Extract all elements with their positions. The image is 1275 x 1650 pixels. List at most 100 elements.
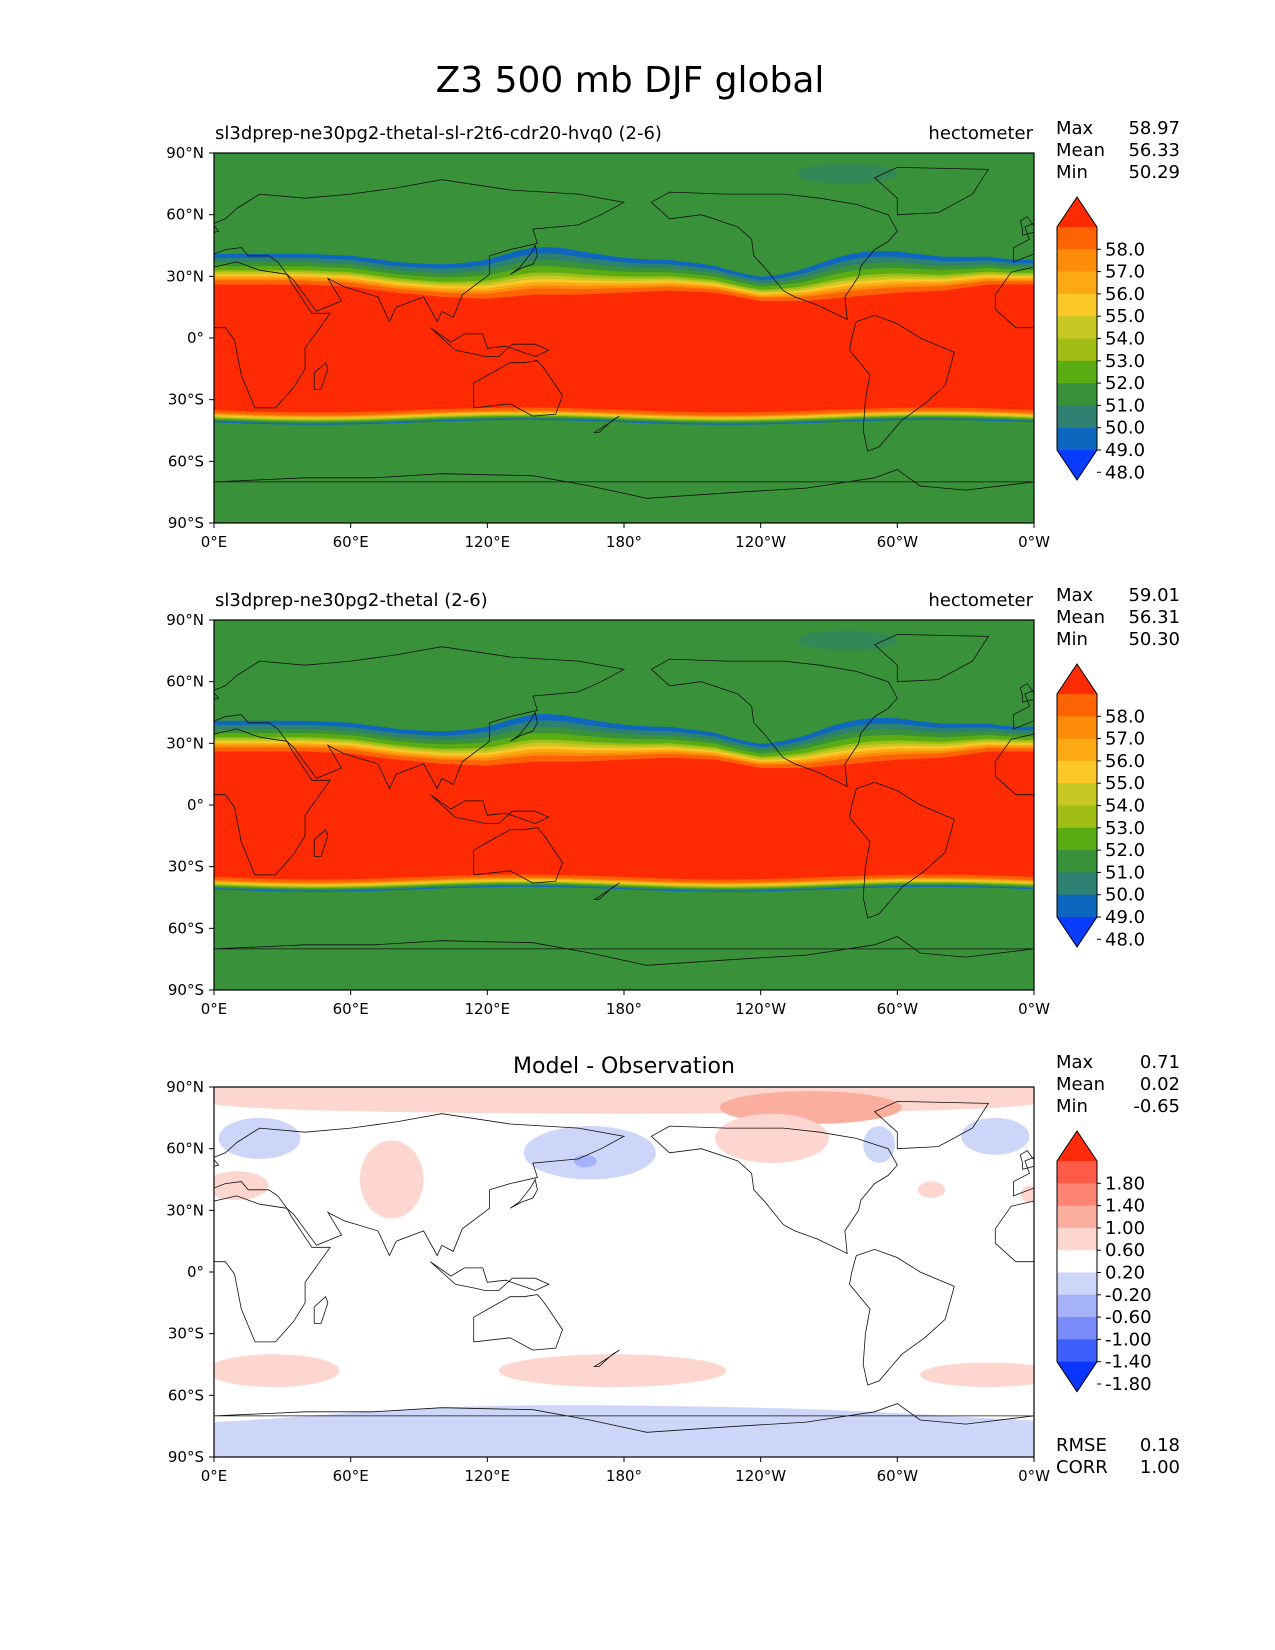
colorbar-label: 1.00 xyxy=(1105,1218,1145,1239)
x-tick-label: 0°W xyxy=(1018,533,1050,551)
coastline xyxy=(509,244,538,275)
colorbar-extend-max xyxy=(1057,664,1097,694)
y-tick-label: 90°S xyxy=(168,981,204,999)
colorbar-label: 57.0 xyxy=(1105,729,1145,750)
colorbar-label: 55.0 xyxy=(1105,773,1145,794)
colorbar-extend-max xyxy=(1057,1131,1097,1161)
coastline xyxy=(214,261,331,409)
coastlines xyxy=(214,1100,1034,1433)
colorbar-segment xyxy=(1057,1339,1097,1363)
anomaly-blob xyxy=(863,1126,896,1164)
coastline xyxy=(593,415,620,433)
panel-1-mean-value: 56.33 xyxy=(1128,140,1180,161)
panel-1-min-value: 50.29 xyxy=(1128,162,1180,183)
x-tick-label: 180° xyxy=(606,533,642,551)
colorbar-label: 54.0 xyxy=(1105,329,1145,350)
colorbar-segment xyxy=(1057,383,1097,406)
x-tick-label: 120°W xyxy=(735,533,786,551)
colorbar-label: 55.0 xyxy=(1105,306,1145,327)
anomaly-blob xyxy=(214,1093,1034,1114)
colorbar-extend-min xyxy=(1057,450,1097,480)
anomaly-blob xyxy=(498,1354,727,1388)
panel-1-map: 0°E 60°E 120°E 180° 120°W 60°W 0°W 90°N 60°N 30°N… xyxy=(166,144,1050,551)
coastline xyxy=(849,1248,955,1386)
coastline xyxy=(214,469,1034,499)
coastline xyxy=(849,314,955,452)
colorbar-segment xyxy=(1057,271,1097,295)
colorbar-segment xyxy=(1057,894,1097,918)
panel-2-units: hectometer xyxy=(928,590,1033,611)
panel-3-corr-label: CORR xyxy=(1056,1457,1108,1478)
coastline xyxy=(430,794,550,824)
colorbar-segment xyxy=(1057,360,1097,384)
x-tick-label: 60°W xyxy=(877,1000,919,1018)
field-polar-low xyxy=(797,630,898,651)
panel-3-map: 0°E 60°E 120°E 180° 120°W 60°W 0°W 90°N 60°N 30°N… xyxy=(166,1078,1050,1485)
colorbar-segment xyxy=(1057,1294,1097,1318)
x-tick-label: 120°E xyxy=(465,533,511,551)
colorbar-label: 53.0 xyxy=(1105,818,1145,839)
y-tick-label: 90°N xyxy=(166,144,204,162)
coastline xyxy=(214,179,626,323)
y-tick-label: 30°N xyxy=(166,734,204,752)
coastline xyxy=(509,711,538,742)
panel-1-min-label: Min xyxy=(1056,162,1088,183)
colorbar-segment xyxy=(1057,1317,1097,1340)
y-tick-label: 30°S xyxy=(168,391,204,409)
panel-2: sl3dprep-ne30pg2-thetal (2-6) hectometer… xyxy=(166,585,1180,1018)
x-tick-label: 0°W xyxy=(1018,1000,1050,1018)
colorbar-segment xyxy=(1057,1227,1097,1251)
coastline xyxy=(313,1296,329,1324)
coastline xyxy=(214,692,220,700)
colorbar-label: 51.0 xyxy=(1105,862,1145,883)
x-tick-label: 0°W xyxy=(1018,1467,1050,1485)
y-tick-label: 30°N xyxy=(166,267,204,285)
x-tick-label: 60°E xyxy=(333,533,369,551)
colorbar-label: 51.0 xyxy=(1105,395,1145,416)
panel-1-max-label: Max xyxy=(1056,118,1094,139)
coastline xyxy=(650,191,898,321)
coastline xyxy=(214,1113,626,1257)
colorbar-label: 1.80 xyxy=(1105,1173,1145,1194)
colorbar-segment xyxy=(1057,716,1097,740)
x-tick-label: 60°E xyxy=(333,1000,369,1018)
coastline xyxy=(214,728,331,876)
panel-3-title: Model - Observation xyxy=(513,1054,735,1079)
coastlines xyxy=(214,166,1034,499)
colorbar-label: 0.20 xyxy=(1105,1263,1145,1284)
y-tick-label: 0° xyxy=(187,796,204,814)
y-tick-label: 0° xyxy=(187,329,204,347)
panel-2-colorbar: 58.057.056.055.054.053.052.051.050.049.0… xyxy=(1056,663,1145,950)
y-tick-label: 30°N xyxy=(166,1201,204,1219)
coastline xyxy=(1019,216,1034,236)
y-tick-label: 60°N xyxy=(166,673,204,691)
colorbar-segment xyxy=(1057,227,1097,250)
panel-3-colorbar: 1.801.401.000.600.20-0.20-0.60-1.00-1.40… xyxy=(1056,1130,1152,1395)
coastline xyxy=(473,1294,563,1351)
colorbar-segment xyxy=(1057,338,1097,362)
coastline xyxy=(650,658,898,788)
colorbar-extend-min xyxy=(1057,1361,1097,1392)
colorbar-label: 53.0 xyxy=(1105,351,1145,372)
colorbar-label: 1.40 xyxy=(1105,1196,1145,1217)
coastline xyxy=(473,360,563,417)
colorbar-label: 56.0 xyxy=(1105,751,1145,772)
colorbar-segment xyxy=(1057,783,1097,806)
panel-2-min-value: 50.30 xyxy=(1128,629,1180,650)
x-tick-label: 120°E xyxy=(465,1000,511,1018)
map-field xyxy=(214,620,1034,990)
coastlines xyxy=(214,633,1034,966)
colorbar-label: -0.20 xyxy=(1105,1285,1152,1306)
panel-2-mean-label: Mean xyxy=(1056,607,1105,628)
coastline xyxy=(214,1403,1034,1433)
map-field xyxy=(214,1087,1034,1457)
y-tick-label: 60°S xyxy=(168,452,204,470)
coastline xyxy=(313,829,329,857)
y-tick-label: 90°S xyxy=(168,514,204,532)
colorbar-segment xyxy=(1057,827,1097,851)
coastline xyxy=(873,166,990,216)
y-tick-label: 90°S xyxy=(168,1448,204,1466)
anomaly-blob xyxy=(214,1354,340,1388)
panel-1-colorbar: 58.057.056.055.054.053.052.051.050.049.0… xyxy=(1056,196,1145,483)
